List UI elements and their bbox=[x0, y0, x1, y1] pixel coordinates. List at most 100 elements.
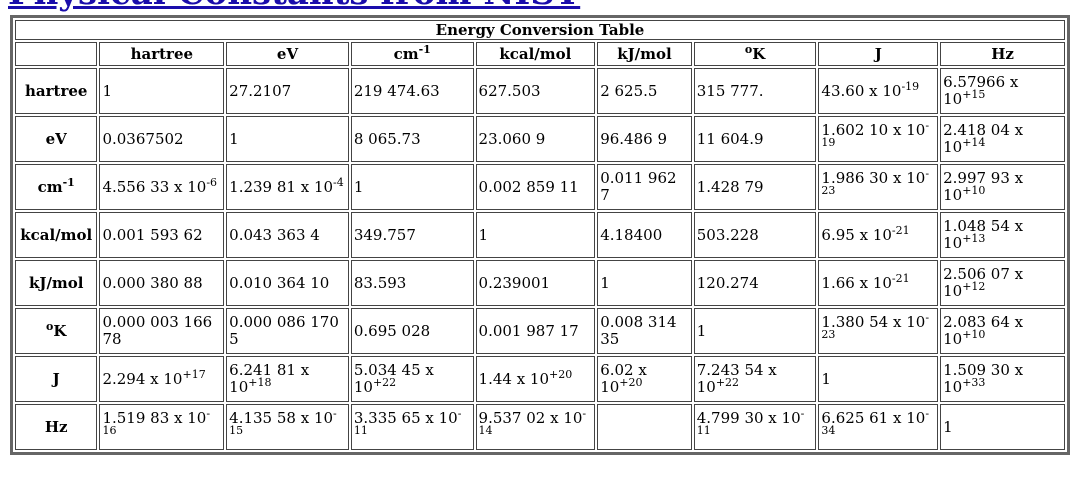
superscript: +12 bbox=[962, 280, 986, 293]
superscript: -1 bbox=[418, 42, 431, 56]
table-cell: 9.537 02 x 10-14 bbox=[475, 404, 596, 450]
table-row: hartree 1 27.2107 219 474.63 627.503 2 625.5 3… bbox=[15, 68, 1065, 114]
table-cell: 349.757 bbox=[350, 212, 474, 258]
superscript: -6 bbox=[206, 175, 218, 189]
table-cell: 1 bbox=[350, 164, 474, 210]
superscript: -34 bbox=[821, 407, 930, 437]
table-cell: 2.418 04 x 10+14 bbox=[940, 116, 1065, 162]
table-cell: 0.000 086 170 5 bbox=[226, 308, 349, 354]
table-row: Hz 1.519 83 x 10-16 4.135 58 x 10-15 3.335 … bbox=[15, 404, 1065, 450]
column-header: cm-1 bbox=[350, 42, 474, 66]
column-header: kJ/mol bbox=[597, 42, 692, 66]
table-cell: 6.02 x 10+20 bbox=[597, 356, 692, 402]
superscript: +33 bbox=[962, 376, 986, 389]
superscript: o bbox=[46, 319, 54, 333]
table-cell: 23.060 9 bbox=[475, 116, 596, 162]
table-cell: 1.428 79 bbox=[693, 164, 817, 210]
table-cell: 1.048 54 x 10+13 bbox=[940, 212, 1065, 258]
superscript: +22 bbox=[715, 376, 740, 389]
table-cell: 4.18400 bbox=[597, 212, 692, 258]
superscript: -11 bbox=[353, 407, 462, 437]
superscript: -14 bbox=[478, 407, 587, 437]
nist-link[interactable]: Physical Constants from NIST bbox=[8, 0, 580, 13]
table-row: oK 0.000 003 166 78 0.000 086 170 5 0.695 0… bbox=[15, 308, 1065, 354]
superscript: +20 bbox=[619, 376, 643, 389]
superscript: -15 bbox=[229, 407, 337, 437]
table-row: kJ/mol 0.000 380 88 0.010 364 10 83.593 0.23… bbox=[15, 260, 1065, 306]
table-cell: 7.243 54 x 10+22 bbox=[693, 356, 817, 402]
table-cell: 6.95 x 10-21 bbox=[818, 212, 939, 258]
cell-text: 1.239 81 x 10 bbox=[229, 177, 334, 196]
superscript: -19 bbox=[821, 119, 930, 149]
row-header: cm-1 bbox=[15, 164, 98, 210]
cell-text: 6.625 61 x 10 bbox=[821, 409, 926, 427]
cell-text: 6.241 81 x 10 bbox=[229, 361, 310, 396]
superscript: -21 bbox=[891, 271, 910, 285]
superscript: +17 bbox=[182, 367, 206, 381]
column-header: hartree bbox=[99, 42, 225, 66]
table-cell: 120.274 bbox=[693, 260, 817, 306]
table-cell: 6.57966 x 10+15 bbox=[940, 68, 1065, 114]
table-cell: 0.695 028 bbox=[350, 308, 474, 354]
table-cell: 2 625.5 bbox=[597, 68, 692, 114]
table-cell: 0.000 003 166 78 bbox=[99, 308, 225, 354]
row-header: eV bbox=[15, 116, 98, 162]
cell-text: 1.66 x 10 bbox=[821, 273, 892, 292]
cell-text: cm bbox=[393, 44, 419, 63]
cell-text: K bbox=[53, 321, 67, 340]
table-row: J 2.294 x 10+17 6.241 81 x 10+18 5.034 45 x… bbox=[15, 356, 1065, 402]
cell-text: 6.57966 x 10 bbox=[943, 73, 1019, 108]
cell-text: 4.135 58 x 10 bbox=[229, 409, 334, 427]
table-cell: 0.002 859 11 bbox=[475, 164, 596, 210]
table-cell: 315 777. bbox=[693, 68, 817, 114]
table-cell: 3.335 65 x 10-11 bbox=[350, 404, 474, 450]
table-cell: 96.486 9 bbox=[597, 116, 692, 162]
cell-text: 1.509 30 x 10 bbox=[943, 361, 1024, 396]
table-cell: 6.241 81 x 10+18 bbox=[226, 356, 349, 402]
table-cell: 6.625 61 x 10-34 bbox=[818, 404, 939, 450]
table-cell: 1.509 30 x 10+33 bbox=[940, 356, 1065, 402]
row-header: J bbox=[15, 356, 98, 402]
table-cell: 0.0367502 bbox=[99, 116, 225, 162]
table-cell: 1 bbox=[99, 68, 225, 114]
column-header-row: hartree eV cm-1 kcal/mol kJ/mol oK J Hz bbox=[15, 42, 1065, 66]
table-cell: 2.506 07 x 10+12 bbox=[940, 260, 1065, 306]
table-cell: 1.44 x 10+20 bbox=[475, 356, 596, 402]
table-cell: 219 474.63 bbox=[350, 68, 474, 114]
cell-text: 1.44 x 10 bbox=[478, 369, 550, 388]
cell-text: 1.380 54 x 10 bbox=[821, 313, 926, 331]
cell-text: 6.02 x 10 bbox=[600, 361, 647, 396]
superscript: -1 bbox=[62, 175, 75, 189]
table-cell bbox=[597, 404, 692, 450]
superscript: o bbox=[744, 42, 753, 56]
table-caption: Energy Conversion Table bbox=[15, 20, 1065, 40]
table-cell: 503.228 bbox=[693, 212, 817, 258]
cell-text: 2.294 x 10 bbox=[102, 369, 183, 388]
cell-text: 1.519 83 x 10 bbox=[102, 409, 207, 427]
cell-text: 2.083 64 x 10 bbox=[943, 313, 1024, 348]
column-header: J bbox=[818, 42, 939, 66]
column-header: Hz bbox=[940, 42, 1065, 66]
table-row: eV 0.0367502 1 8 065.73 23.060 9 96.486 9 11 6… bbox=[15, 116, 1065, 162]
column-header: oK bbox=[693, 42, 817, 66]
superscript: +10 bbox=[962, 328, 986, 341]
table-cell: 0.239001 bbox=[475, 260, 596, 306]
row-header: Hz bbox=[15, 404, 98, 450]
superscript: -21 bbox=[891, 223, 910, 237]
table-cell: 0.043 363 4 bbox=[226, 212, 349, 258]
table-cell: 2.997 93 x 10+10 bbox=[940, 164, 1065, 210]
cell-text: 7.243 54 x 10 bbox=[696, 361, 777, 396]
table-cell: 0.010 364 10 bbox=[226, 260, 349, 306]
row-header: kcal/mol bbox=[15, 212, 98, 258]
superscript: -19 bbox=[901, 79, 920, 93]
cell-text: 9.537 02 x 10 bbox=[478, 409, 583, 427]
table-cell: 83.593 bbox=[350, 260, 474, 306]
superscript: +13 bbox=[962, 232, 986, 245]
table-cell: 11 604.9 bbox=[693, 116, 817, 162]
cell-text: 3.335 65 x 10 bbox=[353, 409, 458, 427]
table-cell: 8 065.73 bbox=[350, 116, 474, 162]
table-cell: 0.000 380 88 bbox=[99, 260, 225, 306]
superscript: -16 bbox=[102, 407, 211, 437]
superscript: +20 bbox=[549, 367, 573, 381]
